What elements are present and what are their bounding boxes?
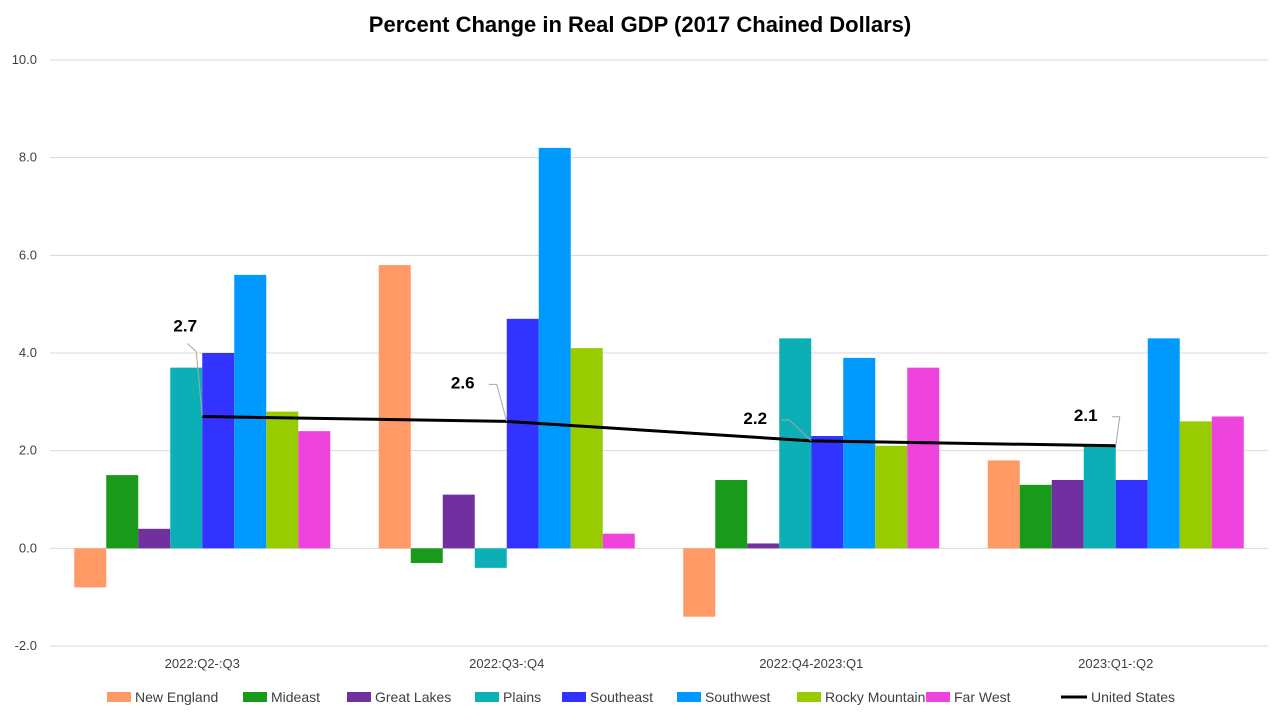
line-united-states — [202, 414, 1116, 448]
bar-rocky-mountain — [266, 411, 299, 549]
bar-great-lakes — [1051, 479, 1084, 549]
x-category-label: 2022:Q4-2023:Q1 — [759, 656, 863, 671]
chart-title: Percent Change in Real GDP (2017 Chained… — [368, 12, 912, 37]
bar-far-west — [298, 431, 331, 549]
us-value-label: 2.1 — [1074, 406, 1098, 425]
legend-label: Rocky Mountain — [825, 689, 925, 705]
legend-swatch — [926, 692, 950, 702]
bar-southwest — [1147, 338, 1180, 549]
bar-mideast — [1019, 484, 1052, 549]
y-tick-label: 0.0 — [19, 540, 37, 555]
bar-far-west — [1211, 416, 1244, 549]
bar-new-england — [74, 548, 107, 588]
bar-plains — [474, 548, 507, 568]
bar-great-lakes — [442, 494, 475, 549]
bar-plains — [779, 338, 812, 549]
annotation-leader — [488, 383, 508, 422]
legend-label: Mideast — [271, 689, 320, 705]
legend-label: Plains — [503, 689, 541, 705]
bars — [74, 147, 1244, 617]
legend-swatch — [107, 692, 131, 702]
bar-far-west — [602, 533, 635, 549]
bar-rocky-mountain — [1179, 421, 1212, 549]
bar-plains — [1083, 445, 1116, 549]
bar-southwest — [538, 147, 571, 549]
y-tick-label: 10.0 — [12, 52, 37, 67]
bar-mideast — [106, 475, 139, 549]
y-axis-ticks: -2.0 0.0 2.0 4.0 6.0 8.0 10.0 — [12, 52, 37, 653]
bar-new-england — [378, 265, 411, 549]
bar-southwest — [843, 357, 876, 549]
bar-southeast — [1115, 479, 1148, 549]
legend-label: Southeast — [590, 689, 653, 705]
bar-new-england — [683, 548, 716, 617]
legend: New England Mideast Great Lakes Plains South… — [107, 689, 1175, 705]
y-tick-label: 4.0 — [19, 345, 37, 360]
legend-swatch — [243, 692, 267, 702]
bar-southeast — [202, 353, 235, 549]
bar-far-west — [907, 367, 940, 549]
legend-swatch — [347, 692, 371, 702]
us-line — [202, 414, 1116, 448]
legend-label: Great Lakes — [375, 689, 451, 705]
x-category-label: 2022:Q3-:Q4 — [469, 656, 544, 671]
bar-new-england — [987, 460, 1020, 549]
legend-swatch — [677, 692, 701, 702]
bar-mideast — [715, 479, 748, 549]
legend-label: Far West — [954, 689, 1011, 705]
bar-plains — [170, 367, 203, 549]
x-category-label: 2022:Q2-:Q3 — [165, 656, 240, 671]
us-value-label: 2.2 — [743, 409, 767, 428]
bar-southeast — [506, 318, 539, 549]
legend-swatch — [562, 692, 586, 702]
y-tick-label: -2.0 — [15, 638, 37, 653]
annotation-leader — [781, 419, 812, 442]
legend-swatch — [797, 692, 821, 702]
annotations: 2.7 2.6 2.2 2.1 — [173, 316, 1121, 446]
y-tick-label: 6.0 — [19, 247, 37, 262]
annotation-leader — [1111, 416, 1121, 446]
bar-rocky-mountain — [875, 445, 908, 549]
us-value-label: 2.6 — [451, 373, 475, 392]
x-category-label: 2023:Q1-:Q2 — [1078, 656, 1153, 671]
x-axis-categories: 2022:Q2-:Q3 2022:Q3-:Q4 2022:Q4-2023:Q1 202… — [165, 656, 1154, 671]
us-value-label: 2.7 — [173, 316, 197, 335]
bar-mideast — [410, 548, 443, 563]
legend-label: United States — [1091, 689, 1175, 705]
legend-swatch — [475, 692, 499, 702]
bar-southwest — [234, 274, 267, 549]
legend-label: Southwest — [705, 689, 770, 705]
y-tick-label: 2.0 — [19, 443, 37, 458]
bar-rocky-mountain — [570, 348, 603, 549]
legend-label: New England — [135, 689, 218, 705]
annotation-leader — [186, 343, 203, 417]
bar-great-lakes — [138, 528, 171, 549]
y-tick-label: 8.0 — [19, 150, 37, 165]
bar-southeast — [811, 436, 844, 549]
bar-great-lakes — [747, 543, 780, 549]
